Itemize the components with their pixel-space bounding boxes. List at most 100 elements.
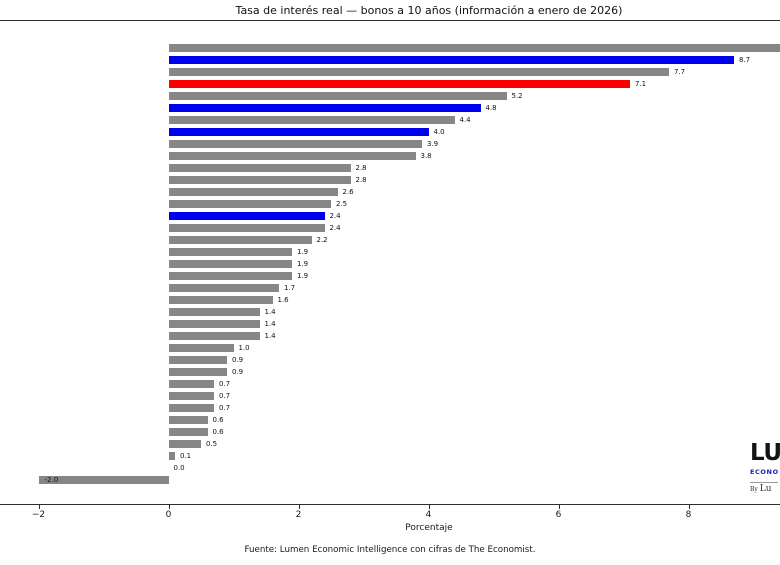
bar-row: 2.8 — [0, 175, 780, 184]
bar — [38, 475, 169, 484]
bar-value-label: 3.8 — [420, 151, 432, 160]
bar-value-label: 1.0 — [238, 343, 250, 352]
bar — [168, 103, 481, 112]
bar — [168, 307, 260, 316]
bar-row: 1.6 — [0, 295, 780, 304]
bar-value-label: 0.7 — [219, 403, 231, 412]
bar-value-label: 0.5 — [206, 439, 218, 448]
bar-row: 2.4 — [0, 211, 780, 220]
bar-value-label: 1.9 — [297, 259, 309, 268]
bar — [168, 187, 338, 196]
x-tick-label: 6 — [555, 510, 562, 520]
logo-byline: By Lu — [750, 484, 780, 494]
bar — [168, 367, 227, 376]
bar-row: 1.9 — [0, 271, 780, 280]
bar-value-label: 0.1 — [180, 451, 192, 460]
bar-row: 1.4 — [0, 319, 780, 328]
bar-value-label: 7.1 — [635, 79, 647, 88]
bar-value-label: 1.6 — [277, 295, 289, 304]
bar-row: 2.6 — [0, 187, 780, 196]
top-spine — [0, 20, 780, 21]
bar-row: 7.1 — [0, 79, 780, 88]
bar-row: 2.2 — [0, 235, 780, 244]
bar-value-label: 0.7 — [219, 391, 231, 400]
bar-value-label: 2.6 — [342, 187, 354, 196]
bar-row: 7.7 — [0, 67, 780, 76]
bar-value-label: 1.9 — [297, 247, 309, 256]
bar-row: 0.7 — [0, 403, 780, 412]
bar-value-label: 2.4 — [329, 223, 341, 232]
bar-value-label: 3.9 — [427, 139, 439, 148]
bar-value-label: 0.9 — [232, 367, 244, 376]
bar — [168, 403, 214, 412]
bar-row: 2.5 — [0, 199, 780, 208]
bar — [168, 91, 507, 100]
x-tick-label: −2 — [31, 510, 46, 520]
logo-tagline: ECONO — [750, 468, 779, 476]
bar-value-label: 0.6 — [212, 415, 224, 424]
bar — [168, 175, 351, 184]
bar-value-label: 2.8 — [355, 175, 367, 184]
logo-divider — [750, 482, 778, 483]
bar-row — [0, 43, 780, 52]
bar — [168, 379, 214, 388]
bar-value-label: 8.7 — [739, 55, 751, 64]
bar-value-label: 2.2 — [316, 235, 328, 244]
x-tick-mark — [298, 505, 300, 509]
bar-row: 1.0 — [0, 343, 780, 352]
bar-row: 4.4 — [0, 115, 780, 124]
x-tick-mark — [688, 505, 690, 509]
bar-row: 1.9 — [0, 259, 780, 268]
x-axis-line — [0, 504, 780, 505]
bar-row: 0.1 — [0, 451, 780, 460]
bar-row: 0.5 — [0, 439, 780, 448]
bar-row: 4.0 — [0, 127, 780, 136]
bar — [168, 439, 201, 448]
x-tick-mark — [558, 505, 560, 509]
x-tick-mark — [428, 505, 430, 509]
bar-row: 1.4 — [0, 331, 780, 340]
bar — [168, 283, 279, 292]
bar — [168, 415, 208, 424]
bar-row: 8.7 — [0, 55, 780, 64]
x-tick-label: 0 — [165, 510, 172, 520]
bar-row: 0.7 — [0, 379, 780, 388]
x-tick-label: 4 — [425, 510, 432, 520]
x-tick-mark — [168, 505, 170, 509]
bar — [168, 247, 292, 256]
bar-row: 2.4 — [0, 223, 780, 232]
bar — [168, 235, 312, 244]
bar — [168, 427, 208, 436]
bar-value-label: 4.0 — [433, 127, 445, 136]
bar-row: 4.8 — [0, 103, 780, 112]
bar — [168, 163, 351, 172]
bar — [168, 259, 292, 268]
bar-row: 3.9 — [0, 139, 780, 148]
bar — [168, 139, 422, 148]
chart-title: Tasa de interés real — bonos a 10 años (… — [235, 4, 623, 17]
bar-row: 0.6 — [0, 415, 780, 424]
bar-row: 0.9 — [0, 367, 780, 376]
x-tick-label: 8 — [685, 510, 692, 520]
bar-value-label: 2.4 — [329, 211, 341, 220]
bar-value-label: 0.9 — [232, 355, 244, 364]
bar-value-label: 1.4 — [264, 307, 276, 316]
bar — [168, 271, 292, 280]
bar — [168, 223, 325, 232]
bar-row: 0.0 — [0, 464, 780, 473]
bar-row: 0.6 — [0, 427, 780, 436]
bar — [168, 331, 260, 340]
plot-area: 8.7 7.7 7.1 5.2 4.8 4.4 4.0 3.9 3.8 2.8 2.8 2.6 2.5 2… — [0, 43, 780, 484]
bar-row: 5.2 — [0, 91, 780, 100]
bar-value-label: 4.8 — [485, 103, 497, 112]
bar — [168, 115, 455, 124]
bar-row: 0.7 — [0, 391, 780, 400]
bar-value-label: 7.7 — [674, 67, 686, 76]
bar — [168, 451, 175, 460]
bar-row: 0.9 — [0, 355, 780, 364]
bar — [168, 55, 734, 64]
bar — [168, 67, 669, 76]
bar — [168, 127, 429, 136]
bar — [168, 43, 780, 52]
